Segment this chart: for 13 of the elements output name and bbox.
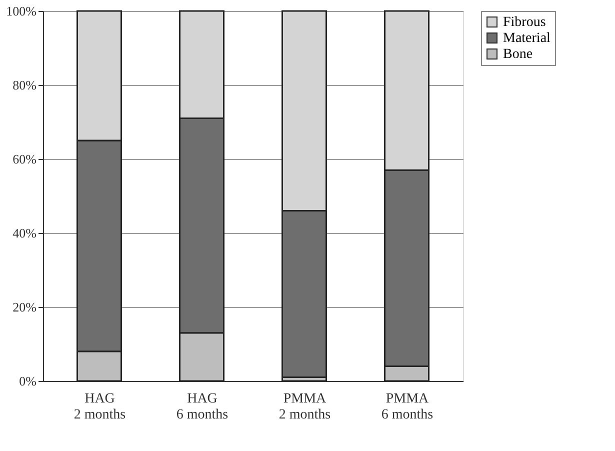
legend-label: Material [503,31,551,46]
y-tick-label: 20% [12,300,37,314]
x-tick-label: PMMA 6 months [381,392,434,422]
x-tick-label: HAG 6 months [176,392,228,422]
y-tick-label: 60% [12,152,37,166]
y-tick-label: 40% [12,226,37,240]
x-tick-label: PMMA 2 months [278,392,331,422]
y-tick-label: 100% [6,4,37,18]
y-tick-label: 80% [12,78,37,92]
y-tick-label: 0% [19,374,37,388]
legend-label: Bone [503,47,533,62]
legend-label: Fibrous [503,15,546,30]
x-tick-label: HAG 2 months [74,392,126,422]
